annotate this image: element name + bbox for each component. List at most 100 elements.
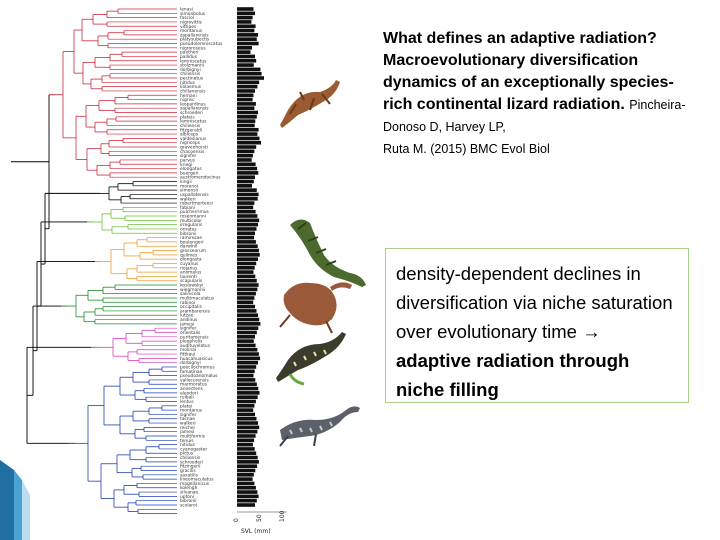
- svl-bar: [237, 89, 255, 93]
- species-labels: lenasisimonbolusfasciolnigrovittisvittip…: [179, 7, 223, 509]
- species-label: audituvelatus: [180, 343, 211, 349]
- species-label: jamesi: [179, 429, 194, 435]
- lizard-illustrations: [276, 80, 366, 447]
- svl-bar: [237, 205, 254, 210]
- citation-authors: Pincheira-Donoso D, Harvey LP,: [383, 98, 686, 134]
- svl-bar: [237, 235, 255, 240]
- svl-bar: [237, 304, 255, 309]
- svl-bar: [237, 429, 258, 434]
- species-label: lenasi: [180, 7, 193, 13]
- svl-bar: [237, 326, 259, 330]
- x-tick-100: 100: [279, 510, 286, 522]
- species-label: gravenhorsti: [180, 145, 208, 151]
- svl-bar: [237, 485, 256, 490]
- species-label: simonbolus: [180, 11, 206, 17]
- species-label: annectens: [180, 386, 204, 392]
- species-label: morenoi: [180, 183, 198, 189]
- svl-bar: [237, 356, 261, 361]
- svl-bar: [237, 313, 258, 318]
- species-label: pectinatus: [180, 76, 204, 82]
- species-label: uspallatensis: [180, 192, 209, 198]
- svl-bar: [237, 365, 257, 369]
- species-label: multiformis: [180, 433, 206, 439]
- lizard-icon-2: [290, 219, 366, 287]
- svl-bar: [237, 330, 257, 335]
- species-label: gracilis: [180, 468, 196, 474]
- svl-bar: [237, 115, 257, 119]
- svl-bar: [237, 451, 257, 456]
- species-label: multicolor: [180, 218, 202, 224]
- species-label: fitzgeraldi: [180, 127, 202, 133]
- svl-bar: [237, 395, 258, 399]
- species-label: nigrisc: [180, 97, 195, 103]
- svl-bar: [237, 136, 260, 141]
- svl-bar: [237, 140, 261, 145]
- citation-journal: Ruta M. (2015) BMC Evol Biol: [383, 142, 550, 156]
- svl-bar: [237, 28, 255, 33]
- species-label: boulengeri: [180, 239, 203, 245]
- species-label: anomalus: [180, 270, 202, 276]
- species-label: dorbignyi: [180, 360, 201, 366]
- svl-bar: [237, 296, 255, 300]
- species-label: magellanicus: [180, 481, 210, 487]
- species-label: simonsii: [180, 188, 198, 194]
- species-label: ruibali: [180, 395, 194, 401]
- svl-bar: [237, 201, 255, 205]
- species-label: andinus: [180, 317, 198, 323]
- svl-bar: [237, 382, 257, 387]
- species-label: irregularis: [180, 222, 203, 228]
- tree-branches: [11, 8, 177, 514]
- svl-bar: [237, 253, 260, 257]
- svl-bar: [237, 15, 253, 20]
- svl-bar: [237, 192, 259, 197]
- x-tick-0: 0: [233, 518, 240, 522]
- species-label: vallecurensis: [180, 377, 209, 383]
- svl-bar: [237, 179, 254, 184]
- svl-bar: [237, 33, 258, 37]
- summary-text-1: density-dependent declines in diversific…: [396, 263, 673, 342]
- svl-bar: [237, 270, 254, 274]
- species-label: zapallarensis: [180, 32, 209, 38]
- species-label: hernani: [180, 93, 197, 99]
- species-label: lineomaculatus: [180, 477, 214, 483]
- svl-bar: [237, 378, 256, 382]
- svl-bar: [237, 188, 257, 192]
- species-label: puritamensis: [180, 334, 209, 340]
- species-label: platei: [180, 403, 192, 409]
- species-label: lemniscatus: [180, 58, 207, 64]
- species-label: buergeri: [180, 170, 199, 176]
- species-label: nigroroseus: [180, 45, 206, 51]
- svl-bar: [237, 386, 259, 391]
- species-label: pallidus: [180, 54, 198, 60]
- svl-bar: [237, 11, 255, 16]
- svl-bar: [237, 63, 254, 67]
- species-label: poecilochromus: [180, 364, 215, 370]
- species-label: darwinii: [180, 244, 197, 250]
- species-label: montanus: [180, 28, 203, 34]
- species-label: wiegmannii: [180, 287, 205, 293]
- species-label: stolzmanni: [180, 63, 204, 69]
- svl-axis: 0 50 100 SVL (mm): [233, 510, 287, 535]
- svl-bar: [237, 460, 259, 464]
- svl-bar: [237, 149, 255, 154]
- svl-bar: [237, 84, 258, 89]
- svl-bar: [237, 7, 254, 11]
- species-label: fittkaui: [180, 352, 195, 358]
- svl-bar: [237, 503, 255, 507]
- svl-bar: [237, 71, 262, 76]
- species-label: tenuis: [180, 438, 194, 444]
- species-label: lentus: [180, 399, 194, 405]
- species-label: zapallarensis: [180, 106, 209, 112]
- svl-bar: [237, 468, 256, 473]
- svl-bar: [237, 464, 258, 468]
- species-label: chacoensis: [180, 149, 205, 155]
- svl-bar: [237, 231, 255, 236]
- species-label: chiliensis: [180, 123, 201, 129]
- species-label: cyanogaster: [180, 446, 207, 452]
- svl-bar: [237, 412, 255, 417]
- species-label: leopardinus: [180, 101, 206, 107]
- svl-bar: [237, 145, 257, 149]
- svl-bar: [237, 214, 258, 218]
- species-label: riojanus: [180, 265, 198, 271]
